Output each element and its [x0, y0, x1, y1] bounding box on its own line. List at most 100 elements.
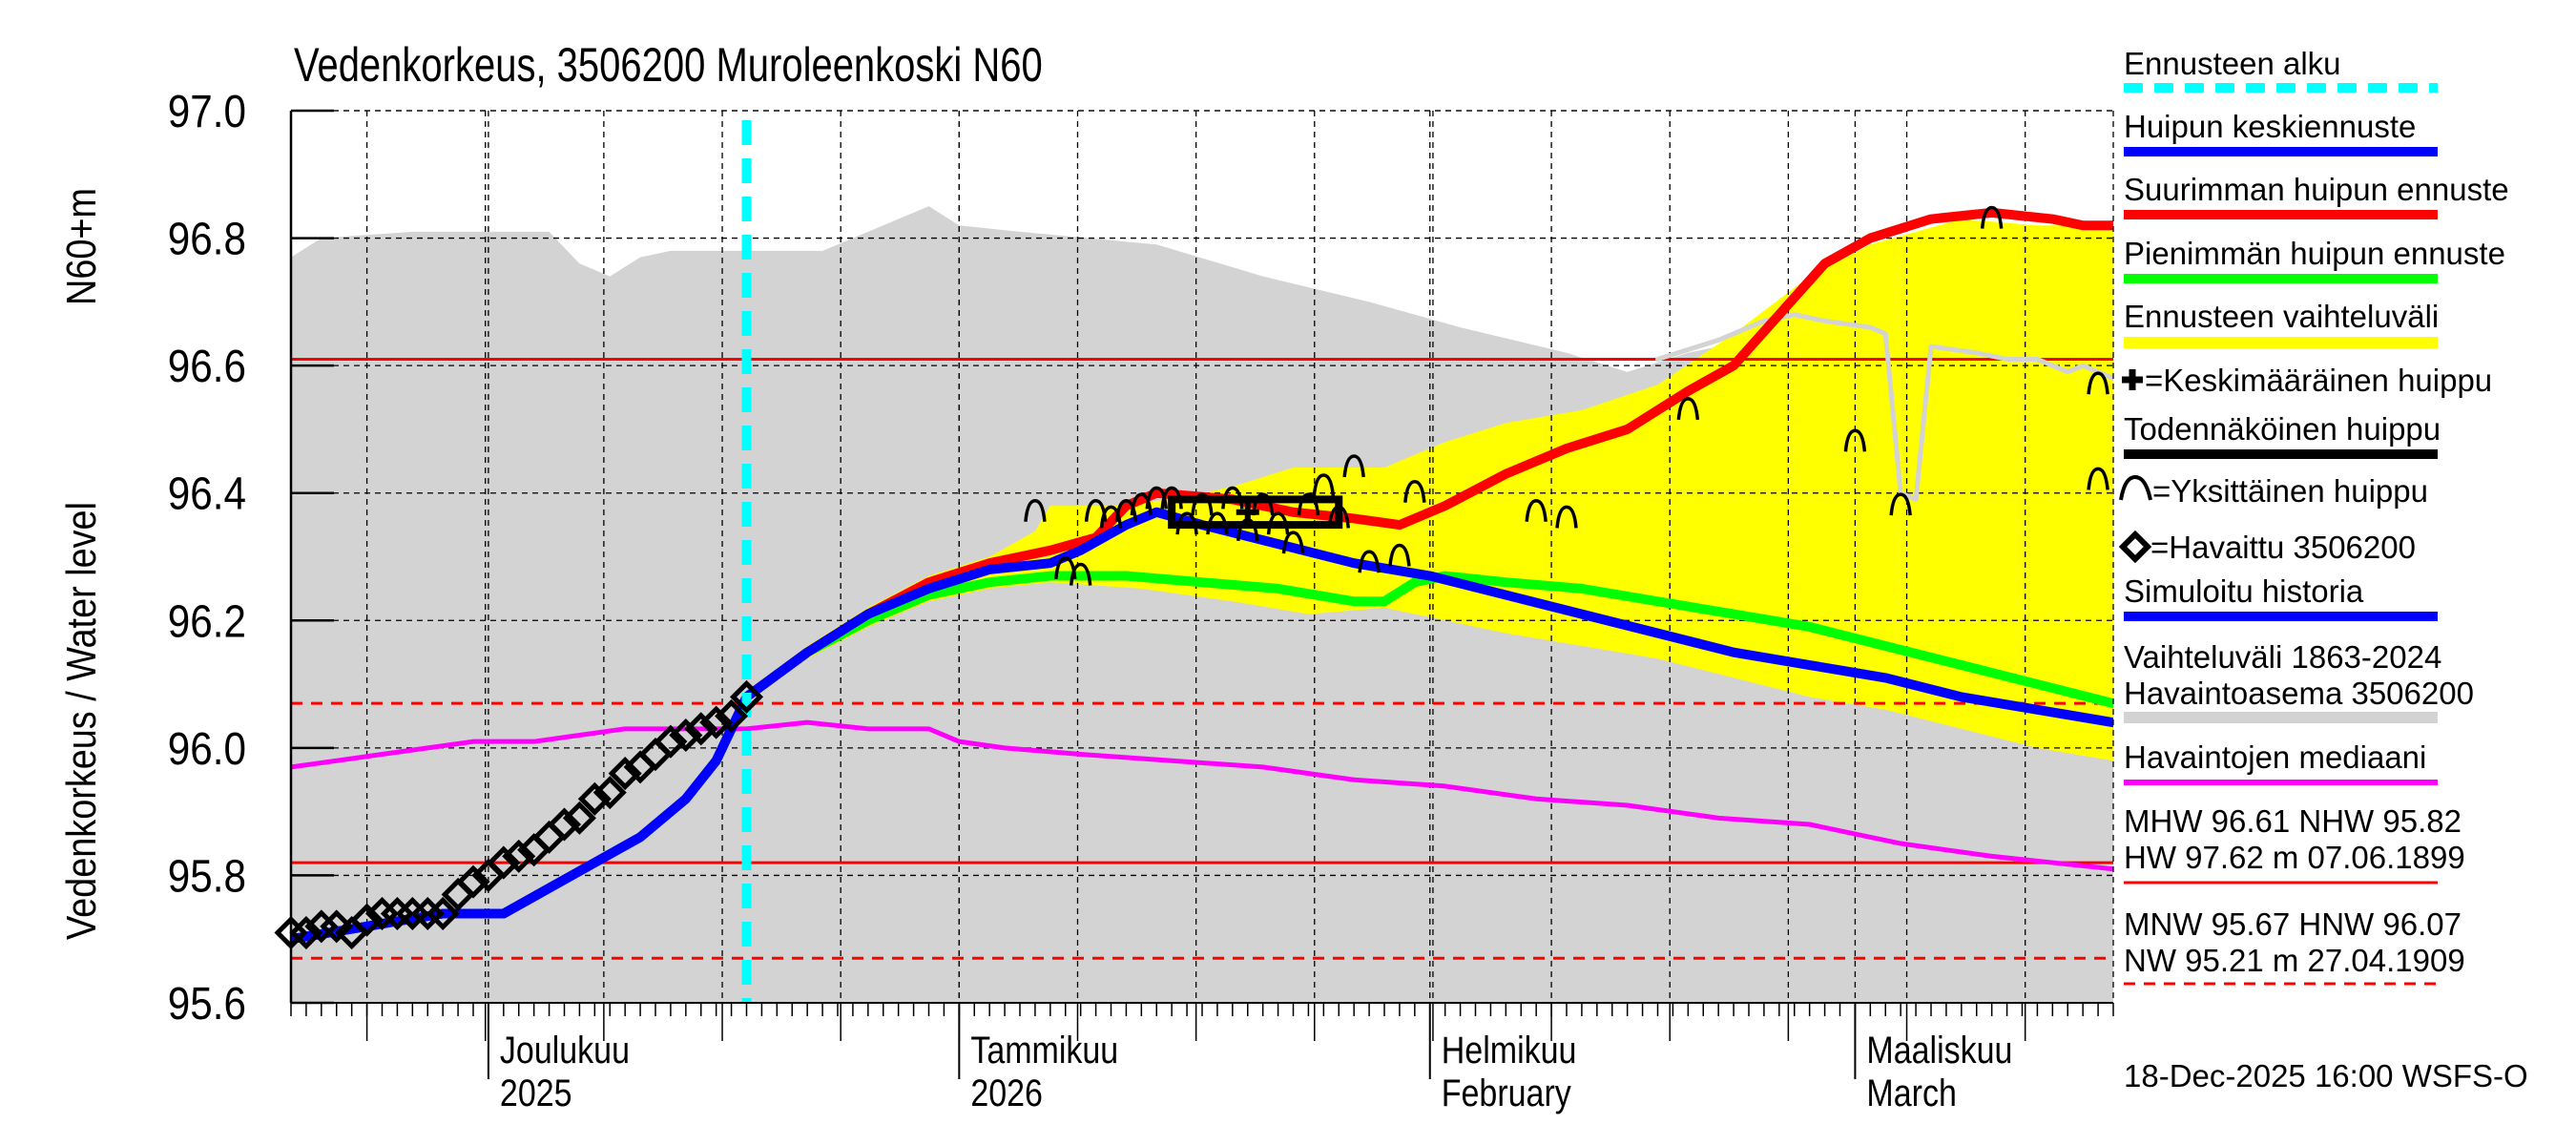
observed-diamond-marker [487, 845, 521, 880]
legend-label: Todennäköinen huippu [2124, 411, 2441, 447]
single-peak-arc-marker [1980, 205, 2004, 229]
single-peak-arc-marker [1130, 492, 1153, 516]
footer-timestamp: 18-Dec-2025 16:00 WSFS-O [2124, 1058, 2528, 1093]
y-axis-unit-label: N60+m [57, 188, 104, 305]
single-peak-arc-marker [1251, 492, 1275, 516]
y-tick-labels: 97.0 96.8 96.6 96.4 96.2 96.0 95.8 95.6 [168, 85, 246, 1029]
single-peak-arc-marker [1191, 492, 1214, 516]
observed-diamond-marker [289, 916, 323, 950]
observed-diamond-marker [562, 801, 596, 835]
observed-diamond-marker [592, 776, 627, 810]
month-sublabel: February [1442, 1071, 1571, 1114]
legend-item: =Yksittäinen huippu [2119, 473, 2428, 509]
legend-label: Vaihteluväli 1863-2024 [2124, 639, 2441, 675]
legend-label: Simuloitu historia [2124, 573, 2364, 609]
observed-diamond-marker [577, 781, 612, 816]
legend-label: Ennusteen vaihteluväli [2124, 299, 2439, 334]
single-peak-arc-marker [1342, 454, 1365, 478]
y-tick-label: 96.0 [168, 722, 246, 774]
single-peak-arc-marker [1525, 498, 1548, 522]
single-peak-arc-marker [1266, 511, 1290, 535]
observed-diamond-marker [715, 698, 749, 733]
observed-diamond-marker [729, 679, 764, 714]
single-peak-arc-marker [1555, 505, 1578, 529]
legend-item: Havaintojen mediaani [2124, 739, 2438, 785]
single-peak-arc-marker [2087, 467, 2109, 490]
single-peak-arc-marker [1676, 397, 1700, 421]
observed-diamond-marker [502, 839, 536, 873]
observed-diamond-marker [410, 896, 445, 931]
legend-label: =Yksittäinen huippu [2152, 473, 2428, 509]
legend: Ennusteen alku Huipun keskiennuste Suurimm… [2118, 46, 2509, 986]
legend-label: Ennusteen alku [2124, 46, 2341, 81]
month-label: Maaliskuu [1866, 1028, 2012, 1071]
single-peak-arc-marker [1221, 486, 1244, 510]
arc-icon [2119, 474, 2152, 501]
series-lines-layer [291, 120, 2113, 1003]
observed-diamond-marker [669, 718, 703, 753]
month-sublabel: 2026 [970, 1071, 1043, 1114]
legend-label-line2: NW 95.21 m 27.04.1909 [2124, 943, 2465, 978]
y-tick-label: 95.6 [168, 977, 246, 1029]
markers-layer [274, 205, 2109, 950]
legend-label: Pienimmän huipun ennuste [2124, 236, 2505, 271]
legend-label: Havaintojen mediaani [2124, 739, 2426, 775]
legend-label: MNW 95.67 HNW 96.07 [2124, 906, 2462, 942]
y-tick-label: 97.0 [168, 85, 246, 136]
legend-item: Ennusteen alku [2124, 46, 2438, 93]
y-tick-label: 96.2 [168, 595, 246, 647]
observed-diamond-marker [547, 807, 582, 842]
observed-diamond-marker [426, 896, 460, 931]
single-peak-arc-marker [1327, 505, 1350, 529]
observed-diamond-marker [456, 864, 490, 899]
observed-diamond-marker [380, 896, 414, 931]
y-tick-label: 96.6 [168, 341, 246, 392]
min-peak-forecast-line [741, 571, 2113, 709]
observed-diamond-marker [364, 896, 400, 931]
observed-diamond-marker [699, 705, 734, 739]
y-axis-label: Vedenkorkeus / Water level [57, 502, 104, 940]
observed-diamond-marker [274, 916, 308, 950]
single-peak-arc-marker [1206, 511, 1229, 535]
observed-diamond-marker [684, 712, 718, 746]
legend-item: =Havaittu 3506200 [2118, 530, 2416, 565]
legend-item: Ennusteen vaihteluväli [2124, 299, 2439, 348]
legend-label-line2: Havaintoasema 3506200 [2124, 676, 2474, 711]
month-label: Helmikuu [1442, 1028, 1577, 1071]
max-peak-forecast-line [741, 207, 2113, 702]
legend-label: =Havaittu 3506200 [2150, 530, 2416, 565]
y-axis-label-group: Vedenkorkeus / Water level N60+m [57, 188, 104, 940]
single-peak-arc-marker [1388, 543, 1411, 567]
month-sublabel: 2025 [500, 1071, 572, 1114]
chart-title: Vedenkorkeus, 3506200 Muroleenkoski N60 [294, 38, 1043, 92]
legend-item: Suurimman huipun ennuste [2124, 172, 2509, 219]
single-peak-arc-marker [1889, 492, 1912, 516]
legend-label: =Keskimääräinen huippu [2145, 363, 2492, 398]
month-label: Joulukuu [500, 1028, 630, 1071]
legend-item: Huipun keskiennuste [2124, 109, 2438, 156]
diamond-icon [2118, 530, 2152, 564]
single-peak-arc-marker [1024, 498, 1047, 522]
single-peak-arc-marker [1403, 479, 1426, 503]
legend-item: Todennäköinen huippu [2124, 411, 2441, 459]
single-peak-arc-marker [1312, 473, 1336, 497]
plus-icon [2122, 369, 2143, 390]
single-peak-arc-marker [1069, 562, 1092, 586]
single-peak-arc-marker [1099, 505, 1123, 529]
single-peak-arc-marker [1281, 531, 1305, 554]
single-peak-arc-marker [1297, 492, 1320, 516]
single-peak-arc-marker [1175, 511, 1198, 535]
single-peak-arc-marker [1358, 550, 1381, 573]
legend-item: =Keskimääräinen huippu [2122, 363, 2492, 398]
observed-diamond-marker [654, 724, 688, 759]
median-line [291, 719, 2113, 872]
observed-diamond-marker [304, 909, 339, 944]
single-peak-arc-marker [1236, 518, 1259, 541]
month-sublabel: March [1866, 1071, 1956, 1114]
legend-label: MHW 96.61 NHW 95.82 [2124, 803, 2462, 839]
y-tick-label: 95.8 [168, 850, 246, 902]
